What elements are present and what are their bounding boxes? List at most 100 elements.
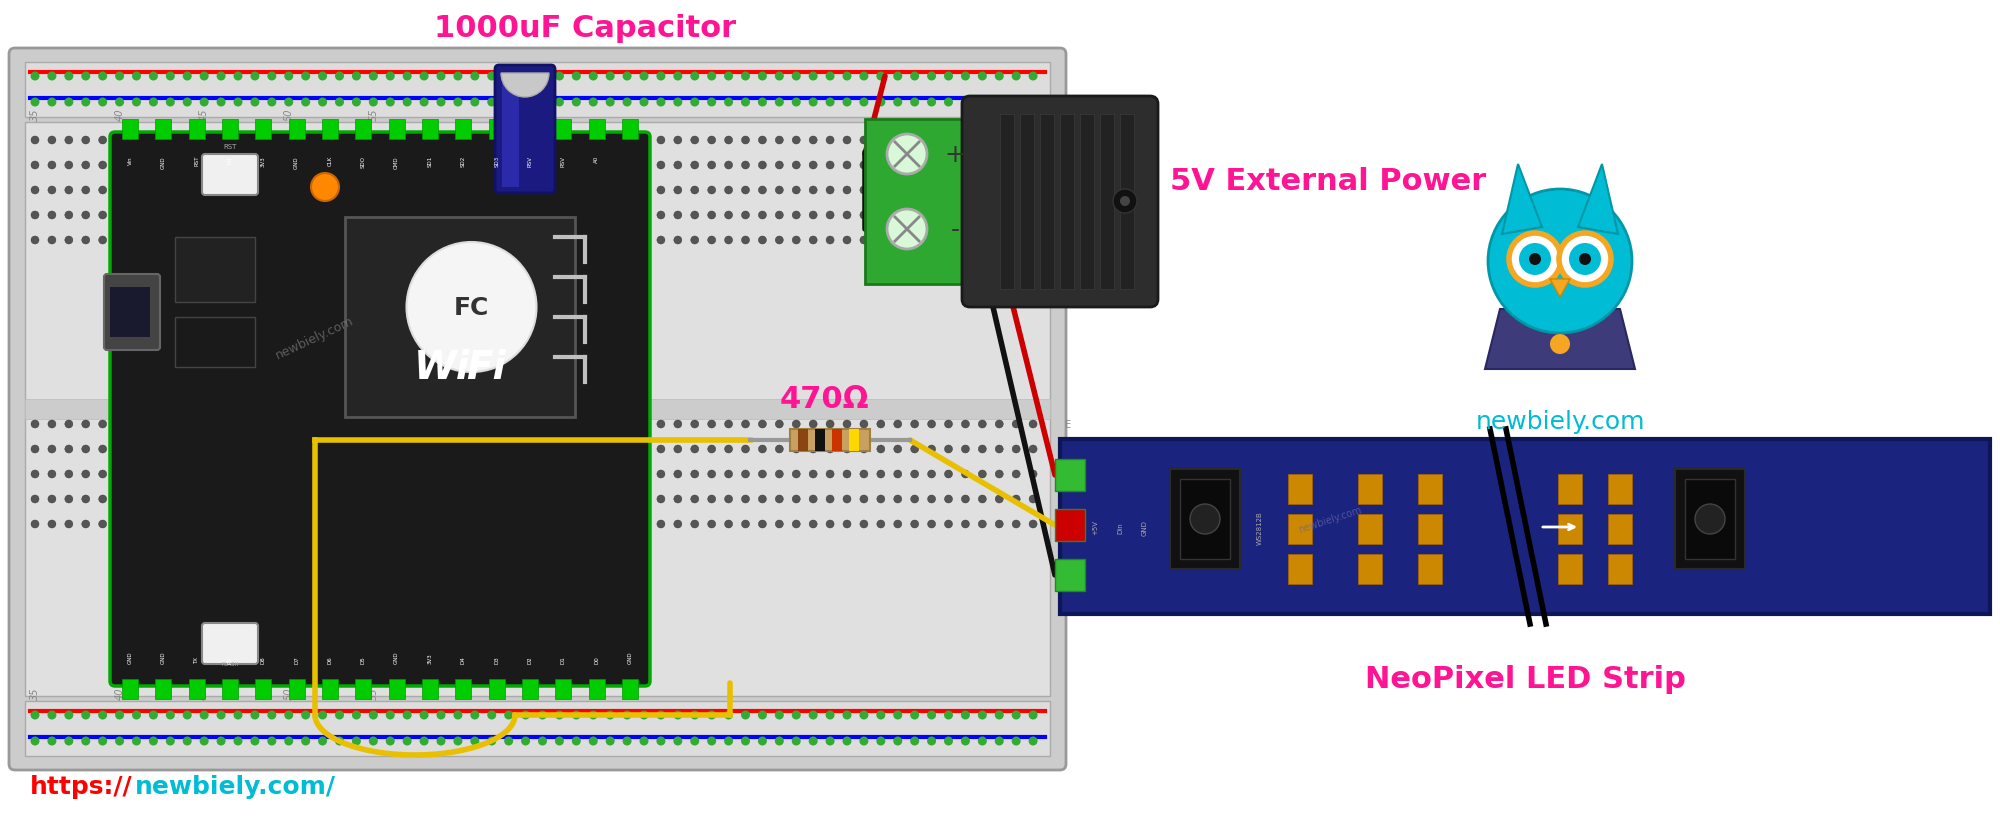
Text: +: +: [944, 143, 966, 167]
Circle shape: [488, 710, 496, 719]
Circle shape: [572, 98, 580, 108]
Bar: [1288, 554, 1312, 585]
Circle shape: [488, 495, 496, 504]
Circle shape: [928, 495, 936, 504]
Circle shape: [404, 212, 412, 220]
Circle shape: [860, 136, 868, 145]
Circle shape: [470, 212, 478, 220]
Circle shape: [150, 136, 158, 145]
Circle shape: [404, 420, 412, 428]
Bar: [288, 679, 304, 699]
Circle shape: [690, 237, 698, 245]
Circle shape: [522, 520, 530, 528]
Circle shape: [148, 73, 158, 81]
Circle shape: [758, 212, 766, 220]
Circle shape: [218, 136, 226, 145]
Circle shape: [82, 136, 90, 145]
Circle shape: [538, 737, 548, 746]
Bar: [1358, 554, 1382, 585]
FancyBboxPatch shape: [104, 275, 160, 351]
Circle shape: [656, 471, 664, 479]
Circle shape: [98, 737, 108, 746]
Circle shape: [860, 212, 868, 220]
Circle shape: [132, 237, 140, 245]
Circle shape: [640, 237, 648, 245]
Circle shape: [810, 420, 818, 428]
Circle shape: [132, 520, 140, 528]
Circle shape: [32, 495, 40, 504]
Circle shape: [386, 471, 394, 479]
Text: SDO: SDO: [360, 155, 366, 168]
Bar: [188, 120, 204, 140]
Circle shape: [470, 446, 478, 453]
Circle shape: [98, 446, 106, 453]
Text: D: D: [1064, 444, 1072, 455]
Circle shape: [148, 98, 158, 108]
Circle shape: [962, 187, 970, 195]
Circle shape: [742, 495, 750, 504]
Circle shape: [32, 446, 40, 453]
Circle shape: [284, 495, 292, 504]
Circle shape: [640, 737, 648, 746]
Circle shape: [624, 212, 632, 220]
Circle shape: [758, 162, 766, 170]
Circle shape: [48, 710, 56, 719]
Bar: [790, 429, 870, 452]
Circle shape: [336, 446, 344, 453]
Bar: [488, 120, 504, 140]
Circle shape: [572, 420, 580, 428]
Circle shape: [302, 98, 310, 108]
Circle shape: [1012, 520, 1020, 528]
Circle shape: [302, 73, 310, 81]
Circle shape: [640, 212, 648, 220]
Circle shape: [470, 98, 480, 108]
Circle shape: [166, 495, 174, 504]
Circle shape: [352, 710, 360, 719]
Circle shape: [504, 520, 512, 528]
Circle shape: [150, 162, 158, 170]
Circle shape: [622, 710, 632, 719]
Circle shape: [454, 212, 462, 220]
Circle shape: [336, 187, 344, 195]
Circle shape: [554, 710, 564, 719]
Circle shape: [1530, 254, 1540, 265]
Circle shape: [116, 471, 124, 479]
Circle shape: [504, 212, 512, 220]
Circle shape: [64, 162, 72, 170]
Circle shape: [352, 737, 360, 746]
Circle shape: [470, 420, 478, 428]
Circle shape: [656, 187, 664, 195]
Circle shape: [32, 520, 40, 528]
Circle shape: [844, 162, 852, 170]
Circle shape: [318, 520, 326, 528]
Circle shape: [218, 237, 226, 245]
Circle shape: [438, 495, 446, 504]
Circle shape: [826, 73, 834, 81]
Circle shape: [454, 495, 462, 504]
Circle shape: [250, 98, 260, 108]
Circle shape: [402, 73, 412, 81]
Wedge shape: [502, 74, 550, 98]
Circle shape: [454, 471, 462, 479]
Circle shape: [978, 471, 986, 479]
Circle shape: [826, 495, 834, 504]
Circle shape: [962, 212, 970, 220]
Circle shape: [708, 162, 716, 170]
Circle shape: [606, 446, 614, 453]
Circle shape: [166, 98, 174, 108]
Circle shape: [876, 162, 884, 170]
Circle shape: [572, 212, 580, 220]
Circle shape: [724, 212, 732, 220]
Circle shape: [538, 187, 546, 195]
Circle shape: [132, 495, 140, 504]
Circle shape: [556, 237, 564, 245]
Circle shape: [370, 471, 378, 479]
Bar: [556, 679, 572, 699]
Text: D: D: [1064, 160, 1072, 171]
Circle shape: [758, 136, 766, 145]
Circle shape: [504, 420, 512, 428]
Circle shape: [268, 710, 276, 719]
Circle shape: [420, 446, 428, 453]
Circle shape: [724, 471, 732, 479]
Circle shape: [402, 98, 412, 108]
